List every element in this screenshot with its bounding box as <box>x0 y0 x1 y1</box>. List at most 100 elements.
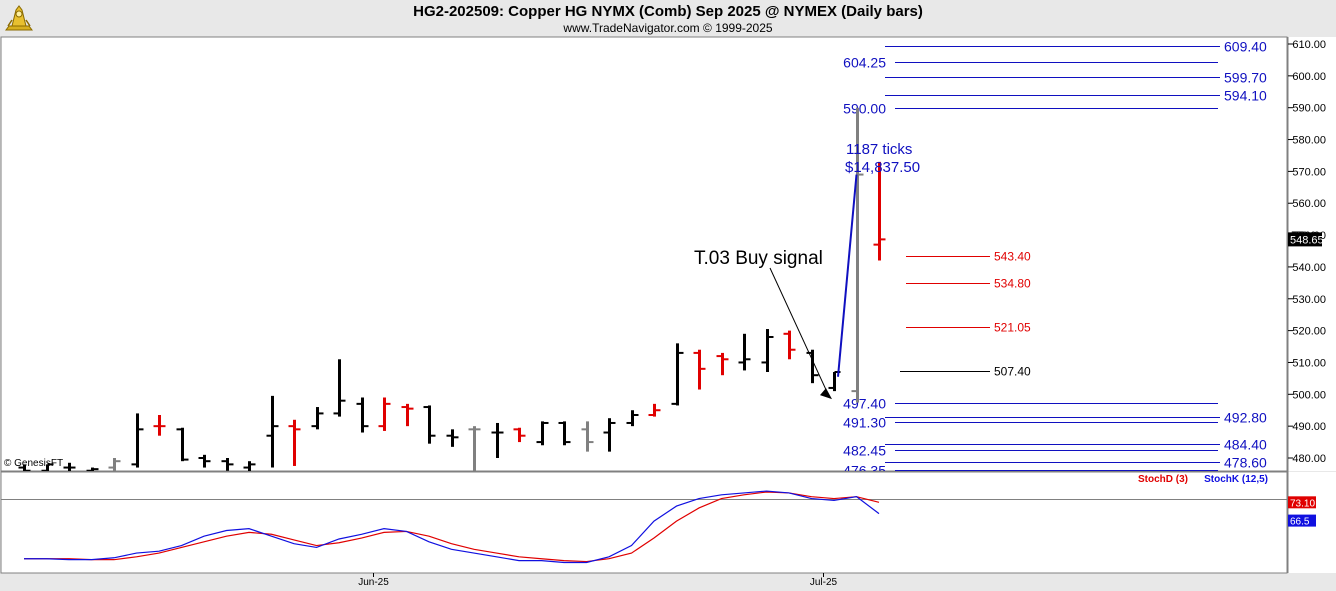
stochK-line <box>24 490 880 564</box>
price-bar <box>243 461 256 471</box>
stochD-last-label: 73.10 <box>1290 498 1315 509</box>
fib-level-label: 599.70 <box>1224 70 1267 86</box>
price-bar <box>446 429 459 447</box>
price-bars <box>18 107 886 471</box>
price-bar <box>603 418 616 452</box>
price-bar <box>581 421 594 452</box>
price-bar <box>41 463 54 471</box>
price-axis-label: 600.00 <box>1292 71 1326 83</box>
price-bar <box>176 427 189 462</box>
price-bar <box>18 464 31 471</box>
chart-subtitle: www.TradeNavigator.com © 1999-2025 <box>563 21 773 35</box>
price-bar <box>198 454 211 468</box>
price-bar <box>221 458 234 471</box>
price-bar <box>131 413 144 468</box>
price-axis-label: 570.00 <box>1292 166 1326 178</box>
fib-level-label: 594.10 <box>1224 88 1267 104</box>
price-bar <box>873 161 886 261</box>
price-bar <box>851 107 864 403</box>
stochK-legend: StochK (12,5) <box>1204 474 1268 485</box>
fib-level-label: 491.30 <box>843 415 886 431</box>
fib-levels: 609.40 604.25 599.70 594.10 590.00 497.40 492.… <box>843 39 1267 479</box>
data-credit: © GenesisFT <box>4 458 64 469</box>
price-bar <box>648 403 661 417</box>
fib-level-label: 604.25 <box>843 55 886 71</box>
price-axis-label: 490.00 <box>1292 421 1326 433</box>
price-axis-label: 580.00 <box>1292 135 1326 147</box>
trade-navigator-logo-icon <box>5 5 33 31</box>
price-axis-label: 500.00 <box>1292 389 1326 401</box>
stochK-last-label: 66.5 <box>1290 517 1310 528</box>
entry-level-label: 507.40 <box>994 365 1031 379</box>
time-axis <box>1 574 1336 591</box>
stochK-last-box <box>1288 514 1316 527</box>
price-bar <box>378 397 391 431</box>
price-bar <box>288 419 301 466</box>
fib-level-label: 609.40 <box>1224 39 1267 55</box>
price-bar <box>558 421 571 446</box>
signal-arrow-head <box>820 388 832 400</box>
price-axis-label: 480.00 <box>1292 453 1326 465</box>
signal-label: T.03 Buy signal <box>694 248 823 269</box>
last-price-label: 548.65 <box>1290 234 1324 246</box>
time-axis-ticks: Jun-25 Jul-25 <box>358 573 838 588</box>
price-bar <box>513 427 526 443</box>
price-pane[interactable] <box>0 36 1288 472</box>
target-level-label: 534.80 <box>994 277 1031 291</box>
price-bar <box>671 343 684 406</box>
stochD-last-box <box>1288 496 1316 509</box>
fib-level-label: 492.80 <box>1224 410 1267 426</box>
price-axis-label: 610.00 <box>1292 39 1326 51</box>
price-axis-label: 590.00 <box>1292 103 1326 115</box>
target-level-label: 543.40 <box>994 250 1031 264</box>
price-axis-label: 530.00 <box>1292 294 1326 306</box>
price-axis-label: 510.00 <box>1292 357 1326 369</box>
fib-level-label: 476.35 <box>843 463 886 479</box>
time-axis-label: Jun-25 <box>358 577 389 588</box>
move-ticks-label: 1187 ticks <box>846 141 912 158</box>
stochastic-pane[interactable] <box>0 471 1288 574</box>
price-bar <box>63 462 76 471</box>
price-axis-label: 520.00 <box>1292 326 1326 338</box>
price-bar <box>738 333 751 371</box>
price-bar <box>86 467 99 471</box>
stochD-legend: StochD (3) <box>1138 474 1188 485</box>
price-bar <box>491 422 504 458</box>
price-bar <box>783 330 796 360</box>
price-bar <box>333 359 346 417</box>
target-level-label: 521.05 <box>994 321 1031 335</box>
price-bar <box>716 352 729 376</box>
price-axis-label: 540.00 <box>1292 262 1326 274</box>
stochastic-lines: 50 <box>1 490 1287 564</box>
price-bar <box>311 407 324 430</box>
price-bar <box>536 421 549 446</box>
price-bar <box>423 405 436 444</box>
price-axis <box>1288 37 1336 471</box>
chart-annotations: T.03 Buy signal 1187 ticks $14,837.50 <box>694 141 920 400</box>
price-bar <box>626 410 639 427</box>
stochastic-legend: StochD (3) StochK (12,5) <box>1138 474 1268 485</box>
move-line <box>837 174 858 377</box>
time-axis-label: Jul-25 <box>810 577 838 588</box>
fib-level-label: 497.40 <box>843 396 886 412</box>
fib-level-label: 590.00 <box>843 101 886 117</box>
price-bar <box>356 397 369 433</box>
stochD-line <box>24 491 880 563</box>
chart-header: HG2-202509: Copper HG NYMX (Comb) Sep 20… <box>0 0 1336 37</box>
target-levels: 543.40 534.80 521.05 507.40 <box>900 250 1031 379</box>
fib-level-label: 478.60 <box>1224 455 1267 471</box>
price-bar <box>468 426 481 471</box>
signal-arrow-line <box>769 267 829 395</box>
price-bar <box>266 395 279 468</box>
move-dollars-label: $14,837.50 <box>845 159 920 176</box>
fib-level-label: 484.40 <box>1224 437 1267 453</box>
last-price-box <box>1288 232 1322 247</box>
fib-level-label: 482.45 <box>843 443 886 459</box>
price-axis-label: 560.00 <box>1292 198 1326 210</box>
price-bar <box>761 329 774 373</box>
price-bar <box>401 403 414 427</box>
price-bar <box>693 349 706 390</box>
price-bar <box>108 458 121 471</box>
